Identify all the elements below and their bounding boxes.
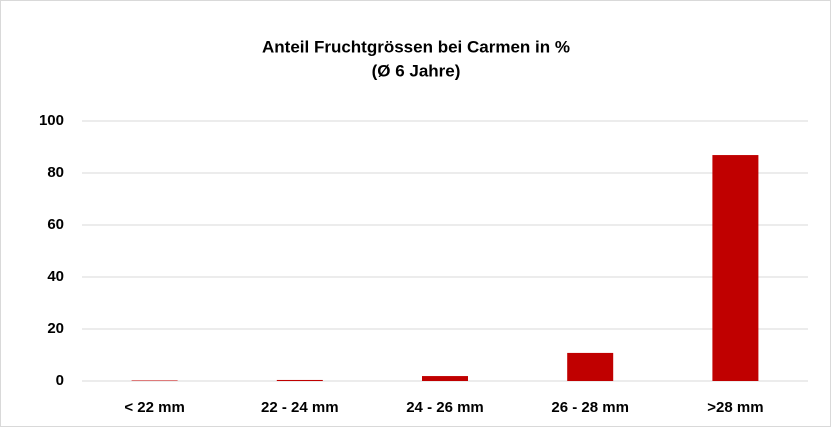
x-tick-label: < 22 mm: [124, 399, 184, 416]
bar: [712, 155, 759, 381]
bar: [422, 376, 468, 381]
y-tick-label: 40: [47, 268, 64, 285]
chart-subtitle: (Ø 6 Jahre): [372, 61, 461, 80]
y-tick-label: 60: [47, 216, 64, 233]
x-tick-label: 26 - 28 mm: [551, 399, 629, 416]
chart-title: Anteil Fruchtgrössen bei Carmen in %: [262, 37, 570, 56]
x-tick-label: >28 mm: [707, 399, 763, 416]
x-tick-label: 24 - 26 mm: [406, 399, 484, 416]
y-tick-label: 20: [47, 320, 64, 337]
y-tick-label: 100: [39, 112, 64, 129]
bar: [567, 352, 614, 381]
bar: [131, 380, 178, 381]
x-tick-label: 22 - 24 mm: [261, 399, 339, 416]
y-tick-label: 0: [56, 372, 64, 389]
y-tick-label: 80: [47, 164, 64, 181]
bar: [276, 379, 323, 381]
